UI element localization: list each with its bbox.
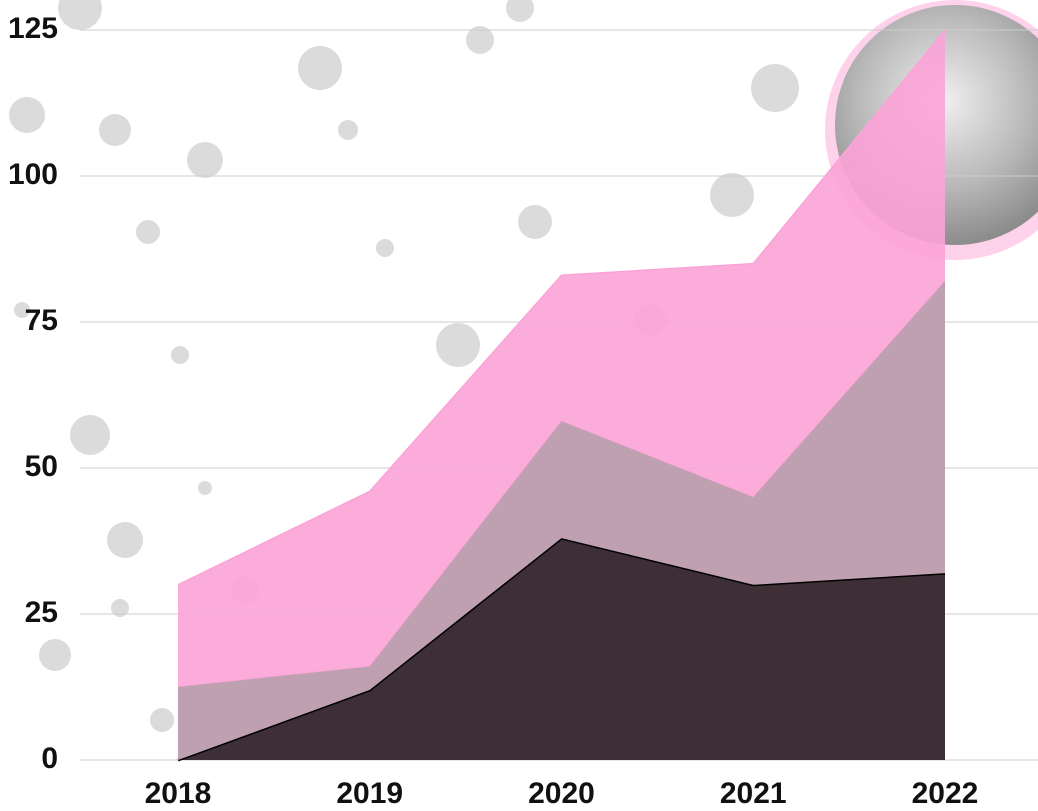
y-tick-label: 100 [8,158,58,191]
x-tick-label: 2021 [720,777,787,810]
background-decoration [9,0,799,732]
area [178,281,945,760]
area-top-line [177,29,946,586]
labels: 0 25 50 75 100 125 2018 2019 2020 2021 2022 [8,12,978,810]
areas [177,29,946,762]
x-tick-label: 2018 [145,777,212,810]
y-tick-label: 75 [25,304,58,337]
y-tick-label: 0 [41,742,58,775]
x-tick-label: 2020 [528,777,595,810]
area [178,538,945,760]
y-tick-label: 125 [8,12,58,45]
area [178,30,945,687]
x-tick-label: 2022 [912,777,979,810]
x-tick-label: 2019 [336,777,403,810]
y-tick-label: 25 [25,596,58,629]
y-tick-label: 50 [25,450,58,483]
